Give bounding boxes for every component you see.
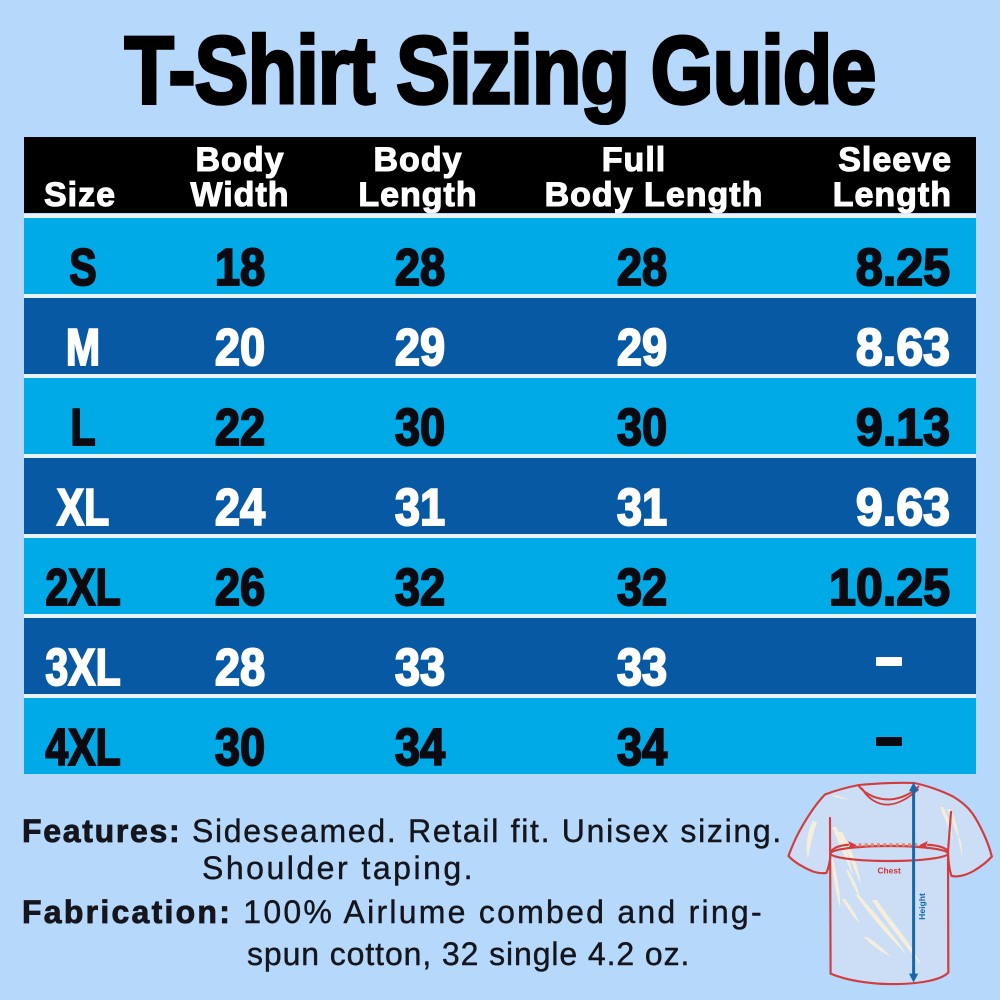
svg-text:Height: Height [917, 893, 927, 920]
svg-text:Chest: Chest [878, 866, 901, 876]
